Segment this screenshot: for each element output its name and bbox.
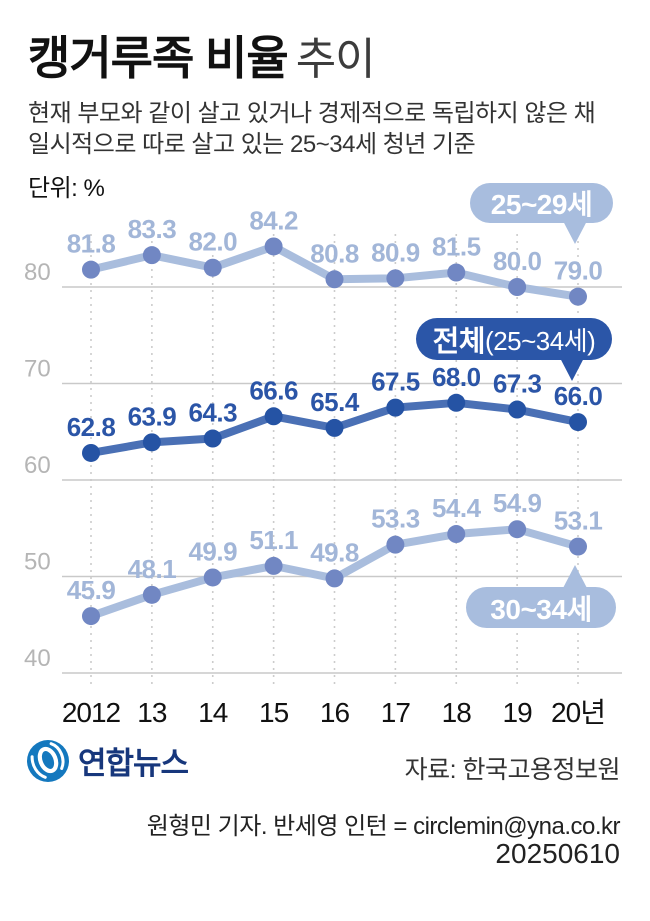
x-axis-label: 16: [320, 697, 350, 728]
data-point-total-25-34: [569, 413, 587, 432]
data-label-age-25-29: 81.5: [432, 232, 481, 262]
x-axis-label: 19: [503, 697, 533, 728]
data-label-age-30-34: 53.3: [371, 504, 420, 534]
agency-branding: 연합뉴스: [26, 738, 189, 783]
y-axis-label: 40: [24, 645, 51, 672]
data-point-total-25-34: [264, 407, 283, 426]
data-point-age-25-29: [264, 237, 283, 256]
data-point-age-25-29: [203, 258, 222, 277]
data-point-age-30-34: [142, 585, 161, 604]
chart-description: 현재 부모와 같이 살고 있거나 경제적으로 독립하지 않은 채 일시적으로 따…: [28, 98, 596, 160]
data-point-age-25-29: [569, 287, 587, 306]
data-point-age-25-29: [447, 263, 466, 282]
x-axis-label: 17: [381, 697, 411, 728]
data-label-age-30-34: 51.1: [249, 525, 298, 555]
data-point-age-30-34: [447, 525, 466, 544]
data-label-total-25-34: 67.3: [493, 369, 542, 399]
data-label-total-25-34: 65.4: [310, 387, 360, 417]
yonhap-logo-icon: [27, 739, 69, 782]
series-badge-total: 전체 (25~34세): [416, 318, 612, 381]
data-point-total-25-34: [203, 429, 222, 448]
data-point-total-25-34: [386, 398, 405, 417]
data-label-age-25-29: 81.8: [67, 229, 116, 259]
data-point-age-25-29: [325, 270, 344, 289]
series-badge-25-29: 25~29세: [470, 183, 613, 244]
data-point-total-25-34: [142, 433, 161, 452]
series-badge-30-34-label: 30~34세: [490, 593, 592, 625]
page-title: 캥거루족 비율 추이: [28, 22, 376, 88]
reporter-credit: 원형민 기자. 반세영 인턴 = circlemin@yna.co.kr: [146, 813, 621, 840]
agency-name: 연합뉴스: [78, 746, 189, 781]
data-point-total-25-34: [447, 393, 466, 412]
publish-date: 20250610: [495, 838, 620, 869]
data-label-total-25-34: 63.9: [128, 401, 177, 431]
badge-tail-down-icon: [559, 356, 585, 381]
x-axis-label: 2012: [62, 697, 121, 728]
data-point-age-30-34: [264, 556, 283, 575]
title-main: 캥거루족 비율: [28, 32, 289, 84]
y-axis-label: 50: [24, 549, 51, 576]
data-point-age-25-29: [508, 278, 527, 296]
data-source: 자료: 한국고용정보원: [404, 756, 621, 784]
description-line-2: 일시적으로 따로 살고 있는 25~34세 청년 기준: [28, 131, 476, 158]
data-label-total-25-34: 66.6: [249, 375, 298, 405]
data-label-age-30-34: 54.9: [493, 488, 542, 518]
y-axis-label: 80: [24, 259, 51, 286]
data-label-total-25-34: 67.5: [371, 367, 420, 397]
data-point-age-30-34: [386, 535, 405, 554]
series-badge-total-range: (25~34세): [485, 325, 596, 356]
description-line-1: 현재 부모와 같이 살고 있거나 경제적으로 독립하지 않은 채: [28, 100, 596, 127]
unit-label: 단위: %: [28, 175, 105, 202]
data-point-age-25-29: [82, 260, 100, 279]
x-axis-label: 14: [198, 697, 228, 728]
data-label-age-25-29: 80.8: [310, 238, 359, 268]
data-label-age-30-34: 45.9: [67, 575, 116, 605]
badge-tail-down-icon: [562, 219, 588, 244]
data-point-total-25-34: [325, 418, 344, 437]
data-label-total-25-34: 68.0: [432, 362, 481, 392]
badge-tail-up-icon: [562, 565, 588, 590]
x-axis-label: 18: [442, 697, 472, 728]
data-label-age-25-29: 82.0: [188, 227, 237, 257]
data-point-age-30-34: [325, 569, 344, 588]
x-axis-label: 15: [259, 697, 289, 728]
data-point-age-25-29: [142, 246, 161, 265]
data-point-age-30-34: [203, 568, 222, 587]
data-label-age-30-34: 49.9: [188, 536, 237, 566]
data-point-total-25-34: [508, 400, 527, 419]
data-point-age-30-34: [508, 520, 527, 539]
trend-line-chart: 80 70 60 50 40 81.8 83.3 82.0 84.2 80.8 80.9 81.5 80…: [24, 210, 622, 728]
series-badge-total-label: 전체: [432, 326, 486, 358]
data-label-age-30-34: 53.1: [554, 506, 603, 536]
data-label-age-30-34: 49.8: [310, 537, 359, 567]
data-label-total-25-34: 66.0: [554, 381, 603, 411]
y-axis-label: 60: [24, 452, 51, 479]
series-badge-25-29-label: 25~29세: [490, 189, 593, 220]
data-point-total-25-34: [82, 443, 100, 462]
data-label-age-25-29: 84.2: [249, 210, 298, 235]
data-label-age-25-29: 80.9: [371, 237, 420, 267]
title-sub: 추이: [295, 35, 376, 84]
data-label-age-30-34: 54.4: [432, 493, 482, 523]
data-label-age-25-29: 83.3: [128, 214, 177, 244]
data-point-age-30-34: [569, 537, 587, 556]
data-label-age-25-29: 80.0: [493, 246, 542, 276]
x-axis-label: 20년: [551, 697, 605, 728]
data-label-total-25-34: 62.8: [67, 412, 116, 442]
data-label-age-30-34: 48.1: [128, 554, 177, 584]
data-point-age-25-29: [386, 269, 405, 288]
data-label-age-25-29: 79.0: [554, 256, 603, 286]
x-axis-label: 13: [137, 697, 167, 728]
data-label-total-25-34: 64.3: [188, 398, 237, 428]
series-badge-30-34: 30~34세: [466, 565, 616, 628]
y-axis-label: 70: [24, 356, 51, 383]
data-point-age-30-34: [82, 607, 100, 626]
